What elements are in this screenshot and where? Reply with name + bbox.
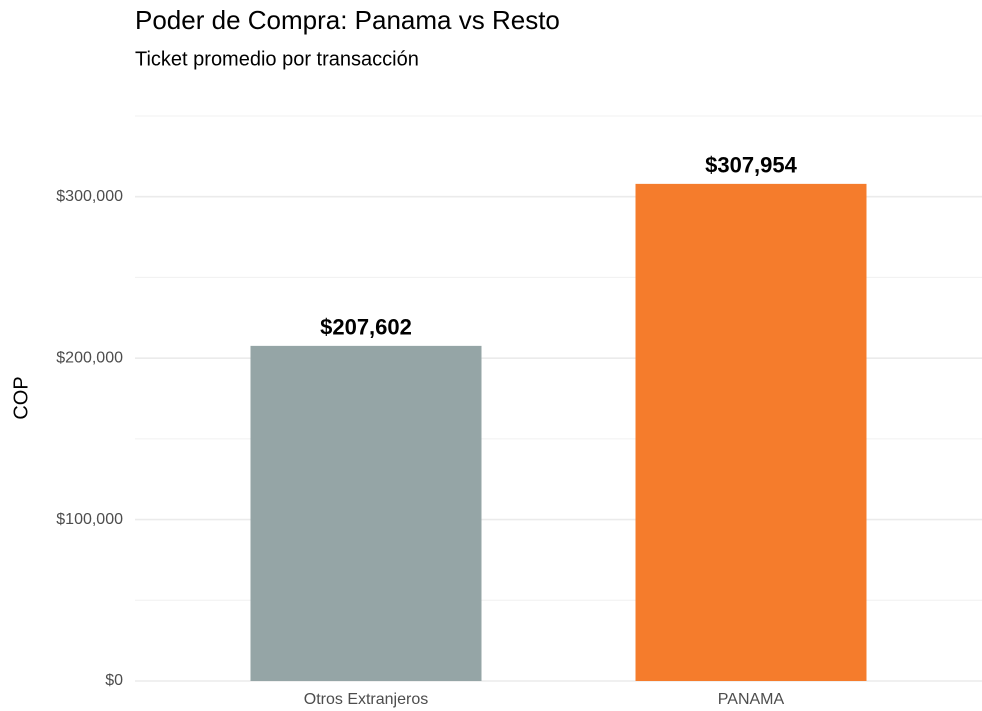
bar	[635, 183, 867, 681]
x-tick-label: PANAMA	[718, 691, 785, 708]
bar	[250, 345, 482, 681]
data-label: $207,602	[320, 315, 412, 340]
chart-subtitle: Ticket promedio por transacción	[135, 48, 419, 70]
y-axis-title: COP	[10, 376, 32, 419]
y-tick-label: $300,000	[56, 188, 123, 205]
x-tick-label: Otros Extranjeros	[304, 691, 428, 708]
chart-title: Poder de Compra: Panama vs Resto	[135, 5, 560, 35]
y-tick-label: $100,000	[56, 511, 123, 528]
y-tick-label: $0	[105, 672, 123, 689]
y-tick-label: $200,000	[56, 349, 123, 366]
data-label: $307,954	[705, 153, 798, 178]
